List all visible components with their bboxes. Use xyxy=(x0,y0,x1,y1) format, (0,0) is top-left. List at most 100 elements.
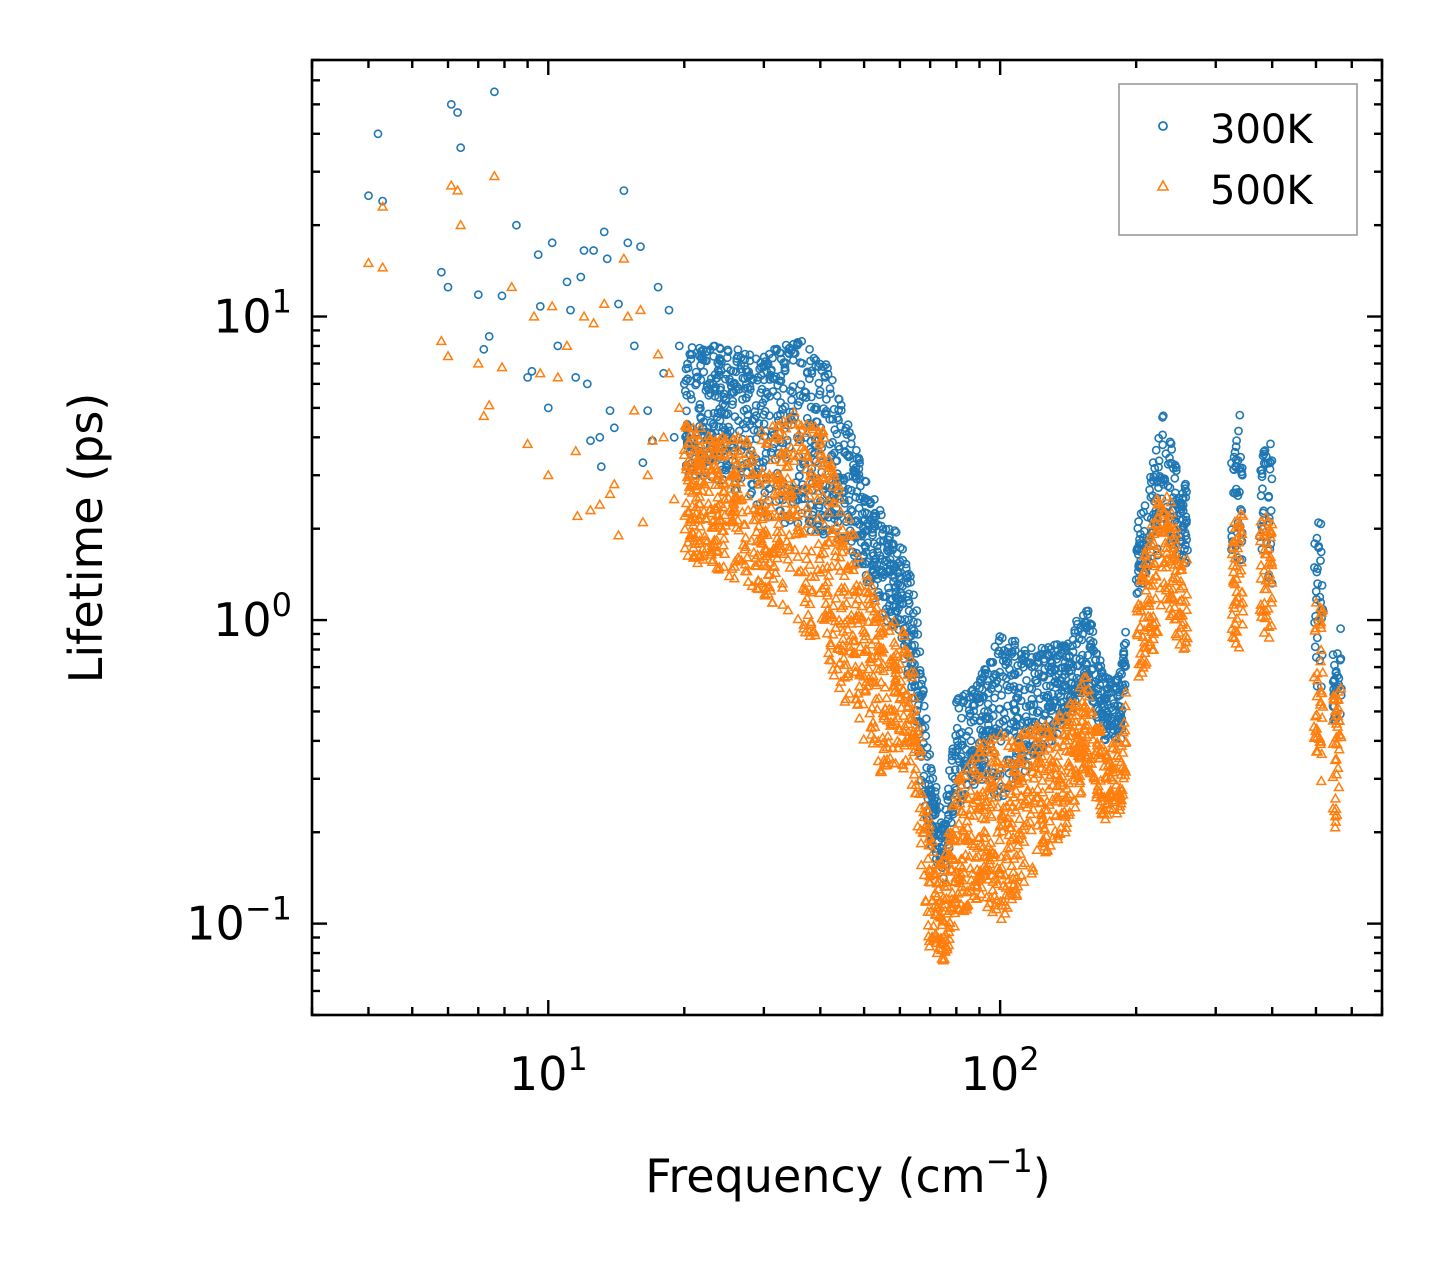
data-point-500K-1733 xyxy=(735,554,748,565)
data-point-300K-2076 xyxy=(1091,649,1101,659)
data-point-500K-1969 xyxy=(1092,726,1105,737)
data-point-500K-1989 xyxy=(782,414,794,425)
data-point-500K-1813 xyxy=(917,806,930,817)
data-point-500K-648 xyxy=(821,561,834,572)
data-point-500K-875 xyxy=(1044,815,1056,826)
data-point-300K-1218 xyxy=(797,358,807,368)
data-point-500K-1714 xyxy=(964,862,977,873)
data-point-500K-1052 xyxy=(1237,605,1249,616)
data-point-500K-831 xyxy=(827,480,840,491)
data-point-500K-1245 xyxy=(680,497,692,508)
data-point-500K-2118 xyxy=(704,446,716,457)
data-point-300K-1827 xyxy=(884,524,894,534)
data-point-500K-1043 xyxy=(993,834,1006,845)
data-point-500K-1103 xyxy=(711,491,724,502)
data-point-300K-20 xyxy=(553,341,563,351)
data-point-300K-1605 xyxy=(765,411,774,421)
data-point-500K-1711 xyxy=(792,550,804,561)
data-point-500K-1922 xyxy=(897,626,910,637)
data-point-300K-1835 xyxy=(1148,458,1158,467)
data-point-500K-1670 xyxy=(817,425,829,435)
data-point-500K-3 xyxy=(435,335,448,346)
data-point-500K-331 xyxy=(852,551,865,562)
data-point-300K-1369 xyxy=(1151,445,1161,455)
data-point-300K-2050 xyxy=(712,412,722,422)
data-point-500K-1202 xyxy=(819,579,832,590)
data-point-500K-241 xyxy=(915,837,927,848)
data-point-500K-1876 xyxy=(1231,625,1243,636)
data-point-500K-1192 xyxy=(1119,700,1132,711)
data-point-500K-2004 xyxy=(1101,808,1114,819)
data-point-500K-864 xyxy=(1144,611,1157,622)
data-point-500K-105 xyxy=(1315,644,1327,655)
data-point-500K-1515 xyxy=(1314,696,1327,706)
data-point-500K-1911 xyxy=(792,521,804,532)
data-point-500K-1788 xyxy=(1038,840,1051,851)
data-point-500K-865 xyxy=(781,472,794,483)
data-point-500K-1744 xyxy=(699,468,711,479)
data-point-500K-2104 xyxy=(1072,739,1084,750)
data-point-500K-127 xyxy=(904,652,916,663)
data-point-300K-2053 xyxy=(983,699,993,709)
data-point-300K-19 xyxy=(547,238,557,248)
data-point-500K-1375 xyxy=(688,469,700,480)
data-point-500K-1284 xyxy=(1064,788,1076,799)
data-point-500K-1604 xyxy=(1235,564,1247,575)
data-point-500K-1793 xyxy=(1059,826,1071,837)
data-point-300K-15 xyxy=(527,366,537,376)
data-point-500K-1361 xyxy=(759,589,772,600)
data-point-500K-444 xyxy=(741,490,754,501)
data-point-500K-1527 xyxy=(1011,849,1023,860)
data-point-300K-2051 xyxy=(877,510,886,520)
data-point-300K-1081 xyxy=(1119,640,1129,650)
data-point-500K-1382 xyxy=(1095,804,1107,815)
data-point-500K-1079 xyxy=(739,541,752,551)
data-point-500K-1962 xyxy=(1015,869,1028,880)
data-point-500K-1033 xyxy=(818,431,831,442)
data-point-500K-1621 xyxy=(827,628,839,639)
data-point-300K-1736 xyxy=(1139,526,1149,536)
data-point-500K-1967 xyxy=(1051,719,1064,730)
data-point-300K-21 xyxy=(562,277,572,287)
data-point-300K-1780 xyxy=(1110,701,1120,711)
data-point-500K-1392 xyxy=(1309,622,1322,633)
data-point-500K-39 xyxy=(657,431,670,442)
data-point-300K-1868 xyxy=(1002,673,1011,683)
data-point-300K-1437 xyxy=(732,382,742,391)
data-point-500K-1837 xyxy=(712,464,724,475)
data-point-500K-1441 xyxy=(877,658,889,669)
data-point-500K-1718 xyxy=(1310,596,1322,607)
data-point-500K-1387 xyxy=(869,633,882,644)
data-point-500K-2113 xyxy=(1142,556,1154,567)
data-point-500K-1473 xyxy=(993,867,1005,878)
data-point-500K-1412 xyxy=(1255,559,1267,570)
data-point-500K-1015 xyxy=(1333,743,1345,754)
data-point-500K-996 xyxy=(1117,746,1129,757)
data-point-500K-395 xyxy=(1031,844,1043,855)
data-point-300K-334 xyxy=(1022,676,1031,685)
data-point-500K-1019 xyxy=(920,818,933,829)
data-point-500K-1496 xyxy=(1140,584,1152,595)
data-point-500K-531 xyxy=(1149,592,1162,603)
data-point-300K-2107 xyxy=(879,536,889,545)
data-point-500K-462 xyxy=(1076,715,1088,726)
data-point-500K-1798 xyxy=(814,444,826,455)
data-point-300K-1839 xyxy=(1229,452,1239,462)
data-point-300K-1870 xyxy=(681,364,691,374)
data-point-500K-980 xyxy=(877,665,890,676)
data-point-500K-1605 xyxy=(806,584,819,595)
data-point-500K-1868 xyxy=(851,698,864,709)
data-point-500K-1000 xyxy=(775,508,788,519)
data-point-500K-1634 xyxy=(1153,547,1165,558)
data-point-300K-1696 xyxy=(1156,473,1166,483)
data-point-500K-1161 xyxy=(941,865,953,876)
data-point-300K-16 xyxy=(533,250,543,259)
data-point-500K-2093 xyxy=(729,555,741,566)
data-point-500K-468 xyxy=(755,577,768,588)
data-point-500K-2129 xyxy=(922,852,934,863)
data-point-300K-1407 xyxy=(976,725,985,735)
data-point-500K-1674 xyxy=(1032,768,1045,779)
data-point-500K-1921 xyxy=(753,476,765,487)
data-point-500K-2057 xyxy=(895,675,907,686)
data-point-500K-1395 xyxy=(845,609,858,620)
